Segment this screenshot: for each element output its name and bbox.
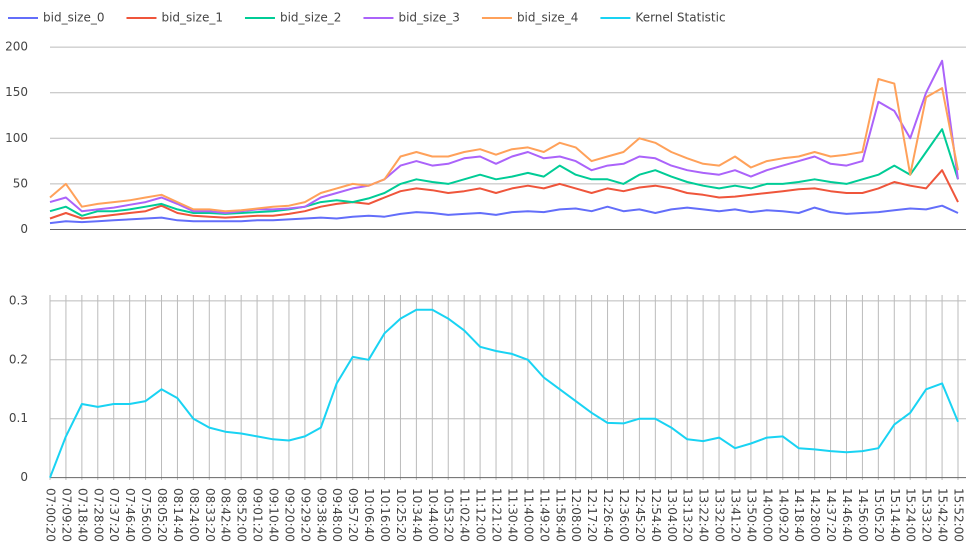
x-tick-label: 07:37:20	[107, 488, 121, 542]
series-line	[49, 308, 959, 478]
x-tick-label: 12:17:20	[585, 488, 599, 542]
x-tick-label: 11:21:20	[490, 488, 504, 542]
y-tick-label: 0	[20, 222, 28, 236]
legend-label: bid_size_2	[280, 11, 341, 25]
x-tick-label: 11:02:40	[458, 488, 472, 542]
x-tick-label: 15:42:40	[936, 488, 950, 542]
y-tick-label: 0.2	[9, 352, 28, 366]
x-tick-label: 14:56:00	[856, 488, 870, 542]
x-tick-label: 07:00:20	[44, 488, 58, 542]
series-line	[49, 78, 959, 213]
x-tick-label: 13:32:00	[713, 488, 727, 542]
x-tick-label: 13:04:00	[665, 488, 679, 542]
x-tick-label: 14:09:20	[776, 488, 790, 542]
x-tick-label: 10:16:00	[378, 488, 392, 542]
x-tick-label: 10:53:20	[442, 488, 456, 542]
x-tick-label: 07:18:40	[75, 488, 89, 542]
x-tick-label: 09:20:00	[282, 488, 296, 542]
x-tick-label: 07:56:00	[139, 488, 153, 542]
legend-label: bid_size_0	[43, 11, 104, 25]
y-tick-label: 200	[5, 40, 28, 54]
series-line	[49, 169, 959, 220]
x-tick-label: 13:50:40	[744, 488, 758, 542]
x-tick-label: 12:26:40	[601, 488, 615, 542]
x-tick-label: 09:38:40	[314, 488, 328, 542]
x-tick-label: 08:24:00	[187, 488, 201, 542]
y-tick-label: 50	[13, 176, 28, 190]
x-tick-label: 11:30:40	[505, 488, 519, 542]
x-tick-label: 09:48:00	[330, 488, 344, 542]
x-tick-label: 14:18:40	[792, 488, 806, 542]
x-tick-label: 10:34:40	[410, 488, 424, 542]
x-tick-label: 12:36:00	[617, 488, 631, 542]
x-tick-label: 07:28:00	[91, 488, 105, 542]
x-tick-label: 12:45:20	[633, 488, 647, 542]
x-tick-label: 15:14:40	[888, 488, 902, 542]
x-tick-label: 11:49:20	[537, 488, 551, 542]
x-tick-label: 15:24:00	[904, 488, 918, 542]
y-tick-label: 0.3	[9, 293, 28, 307]
legend-label: bid_size_1	[161, 11, 222, 25]
x-tick-label: 15:05:20	[872, 488, 886, 542]
x-tick-label: 11:58:40	[553, 488, 567, 542]
x-tick-label: 08:05:20	[155, 488, 169, 542]
x-tick-label: 10:06:40	[362, 488, 376, 542]
x-tick-label: 11:12:00	[474, 488, 488, 542]
series-line	[49, 59, 959, 214]
x-tick-label: 11:40:00	[521, 488, 535, 542]
x-tick-label: 13:13:20	[681, 488, 695, 542]
series-line	[49, 204, 959, 225]
x-tick-label: 14:37:20	[824, 488, 838, 542]
x-tick-label: 15:33:20	[920, 488, 934, 542]
x-tick-label: 07:09:20	[59, 488, 73, 542]
x-tick-label: 08:33:20	[203, 488, 217, 542]
x-tick-label: 09:57:20	[346, 488, 360, 542]
x-tick-label: 14:28:00	[808, 488, 822, 542]
x-tick-label: 13:22:40	[697, 488, 711, 542]
legend-label: bid_size_4	[517, 11, 578, 25]
legend-label: bid_size_3	[398, 11, 459, 25]
x-tick-label: 08:14:40	[171, 488, 185, 542]
x-tick-label: 08:52:00	[235, 488, 249, 542]
y-tick-label: 100	[5, 131, 28, 145]
x-tick-label: 12:08:00	[569, 488, 583, 542]
x-tick-label: 14:00:00	[760, 488, 774, 542]
x-tick-label: 09:29:20	[298, 488, 312, 542]
x-tick-label: 10:25:20	[394, 488, 408, 542]
legend-label: Kernel Statistic	[635, 11, 725, 25]
x-tick-label: 09:01:20	[251, 488, 265, 542]
x-tick-label: 14:46:40	[840, 488, 854, 542]
series-line	[49, 128, 959, 217]
x-tick-label: 13:41:20	[728, 488, 742, 542]
y-tick-label: 150	[5, 85, 28, 99]
x-tick-label: 07:46:40	[123, 488, 137, 542]
y-tick-label: 0	[20, 470, 28, 484]
x-tick-label: 09:10:40	[267, 488, 281, 542]
x-tick-label: 10:44:00	[426, 488, 440, 542]
y-tick-label: 0.1	[9, 411, 28, 425]
x-tick-label: 15:52:00	[952, 488, 966, 542]
x-tick-label: 12:54:40	[649, 488, 663, 542]
x-tick-label: 08:42:40	[219, 488, 233, 542]
